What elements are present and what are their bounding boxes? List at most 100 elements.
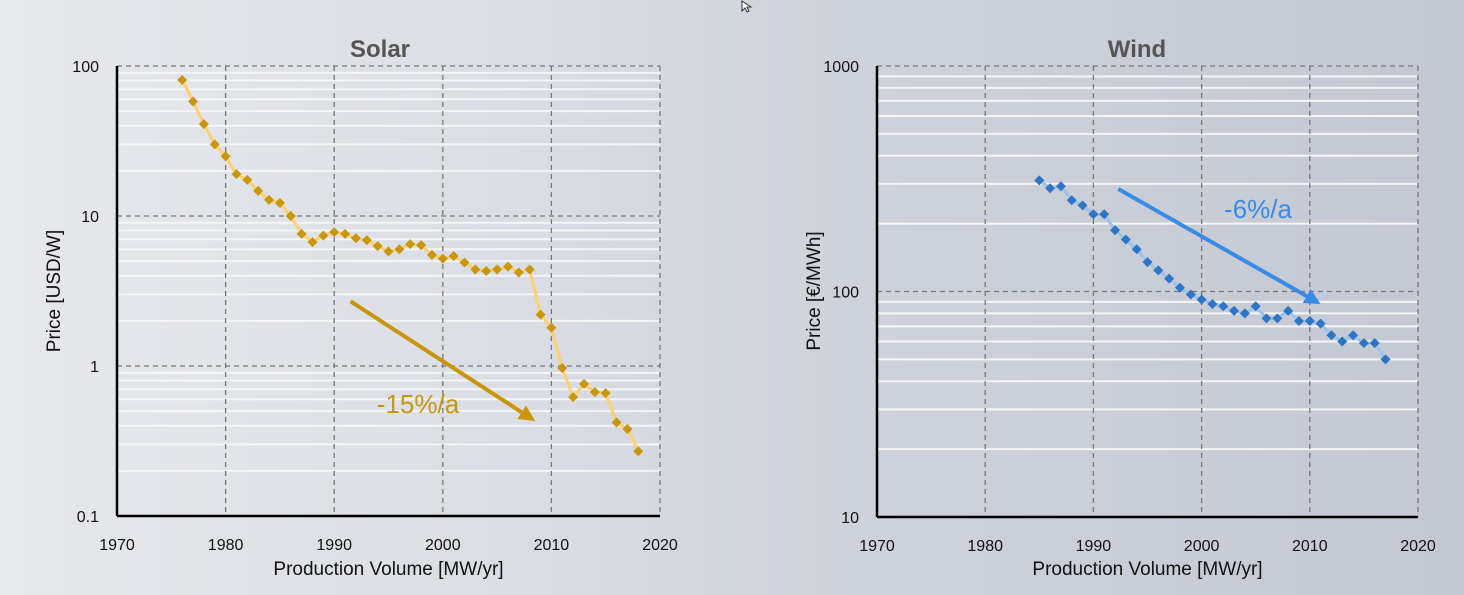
arrow-head-icon <box>517 405 536 421</box>
x-tick-label: 2010 <box>1292 538 1328 555</box>
data-point <box>1045 183 1056 194</box>
data-point <box>1066 195 1077 206</box>
data-point <box>448 251 459 262</box>
data-point <box>329 227 340 238</box>
x-tick-label: 1970 <box>99 537 135 554</box>
data-point <box>274 198 285 209</box>
x-tick-label: 2000 <box>1184 538 1220 555</box>
data-point <box>1110 225 1121 236</box>
data-point <box>1358 338 1369 349</box>
trend-arrow <box>349 299 523 414</box>
data-point <box>264 194 275 205</box>
data-point <box>546 322 557 333</box>
data-point <box>1207 299 1218 310</box>
data-point <box>492 264 503 275</box>
data-point <box>1185 289 1196 300</box>
y-tick-label: 10 <box>841 510 859 527</box>
data-point <box>1142 257 1153 268</box>
data-point <box>220 151 231 162</box>
data-point <box>502 261 513 272</box>
data-point <box>253 185 264 196</box>
y-tick-label: 0.1 <box>77 509 99 526</box>
data-point <box>1348 330 1359 341</box>
trend-arrow <box>1117 187 1308 298</box>
trend-label: -6%/a <box>1224 194 1292 224</box>
data-point <box>307 237 318 248</box>
data-point <box>459 257 470 268</box>
x-axis-label: Production Volume [MW/yr] <box>273 559 503 580</box>
y-axis-label: Price [€/MWh] <box>804 231 825 350</box>
y-axis-label: Price [USD/W] <box>44 230 65 352</box>
chart-title: Solar <box>350 36 410 63</box>
data-point <box>361 235 372 246</box>
data-point <box>611 417 622 428</box>
data-point <box>1293 315 1304 326</box>
chart-wind: 1970 1980 1990 2000 2010 2020 1000 100 10 Wind Pro… <box>804 36 1436 580</box>
x-tick-label: 2020 <box>642 537 678 554</box>
data-point <box>340 228 351 239</box>
chart-solar: 1970 1980 1990 2000 2010 2020 100 10 1 0.1 Solar Pr… <box>44 36 678 580</box>
data-point <box>1088 209 1099 220</box>
data-point <box>470 264 481 275</box>
data-point <box>600 388 611 399</box>
x-tick-label: 1980 <box>208 537 244 554</box>
data-point <box>242 174 253 185</box>
data-point <box>177 74 188 85</box>
data-point <box>383 246 394 257</box>
x-tick-label: 1990 <box>1076 538 1112 555</box>
data-point <box>426 249 437 260</box>
data-point <box>198 119 209 130</box>
trend-label: -15%/a <box>377 389 460 419</box>
data-point <box>578 378 589 389</box>
x-tick-label: 2020 <box>1400 538 1436 555</box>
chart-title: Wind <box>1108 36 1166 63</box>
data-point <box>350 233 361 244</box>
data-point <box>481 265 492 276</box>
data-point <box>405 239 416 250</box>
data-point <box>372 241 383 252</box>
data-point <box>1315 318 1326 329</box>
data-point <box>1099 209 1110 220</box>
data-point <box>1261 313 1272 324</box>
x-tick-label: 1970 <box>859 538 895 555</box>
data-point <box>1120 234 1131 245</box>
x-axis-label: Production Volume [MW/yr] <box>1032 559 1262 580</box>
data-point <box>1034 175 1045 186</box>
data-point <box>394 244 405 255</box>
data-point <box>622 424 633 435</box>
data-point <box>513 267 524 278</box>
data-point <box>1077 200 1088 211</box>
y-tick-label: 100 <box>72 59 99 76</box>
data-point <box>1337 336 1348 347</box>
y-tick-label: 1 <box>90 359 99 376</box>
data-point <box>1164 273 1175 284</box>
data-point <box>1326 330 1337 341</box>
data-point <box>296 228 307 239</box>
data-point <box>568 392 579 403</box>
x-tick-label: 2010 <box>534 537 570 554</box>
y-tick-label: 100 <box>832 285 859 302</box>
data-point <box>1196 294 1207 305</box>
data-point <box>1250 301 1261 312</box>
data-point <box>1153 265 1164 276</box>
data-point <box>231 169 242 180</box>
y-tick-label: 10 <box>81 209 99 226</box>
data-point <box>1272 313 1283 324</box>
data-point <box>1283 305 1294 316</box>
data-point <box>589 387 600 398</box>
data-point <box>524 264 535 275</box>
data-point <box>1304 315 1315 326</box>
data-point <box>209 139 220 150</box>
y-tick-label: 1000 <box>823 59 859 76</box>
mouse-pointer-icon <box>740 0 756 19</box>
data-point <box>1239 308 1250 319</box>
data-point <box>285 211 296 221</box>
data-point <box>1229 305 1240 316</box>
data-point <box>416 240 427 251</box>
x-tick-label: 1990 <box>316 537 352 554</box>
data-point <box>1174 282 1185 293</box>
data-point <box>557 362 568 373</box>
data-point <box>437 253 448 264</box>
data-point <box>188 96 199 107</box>
